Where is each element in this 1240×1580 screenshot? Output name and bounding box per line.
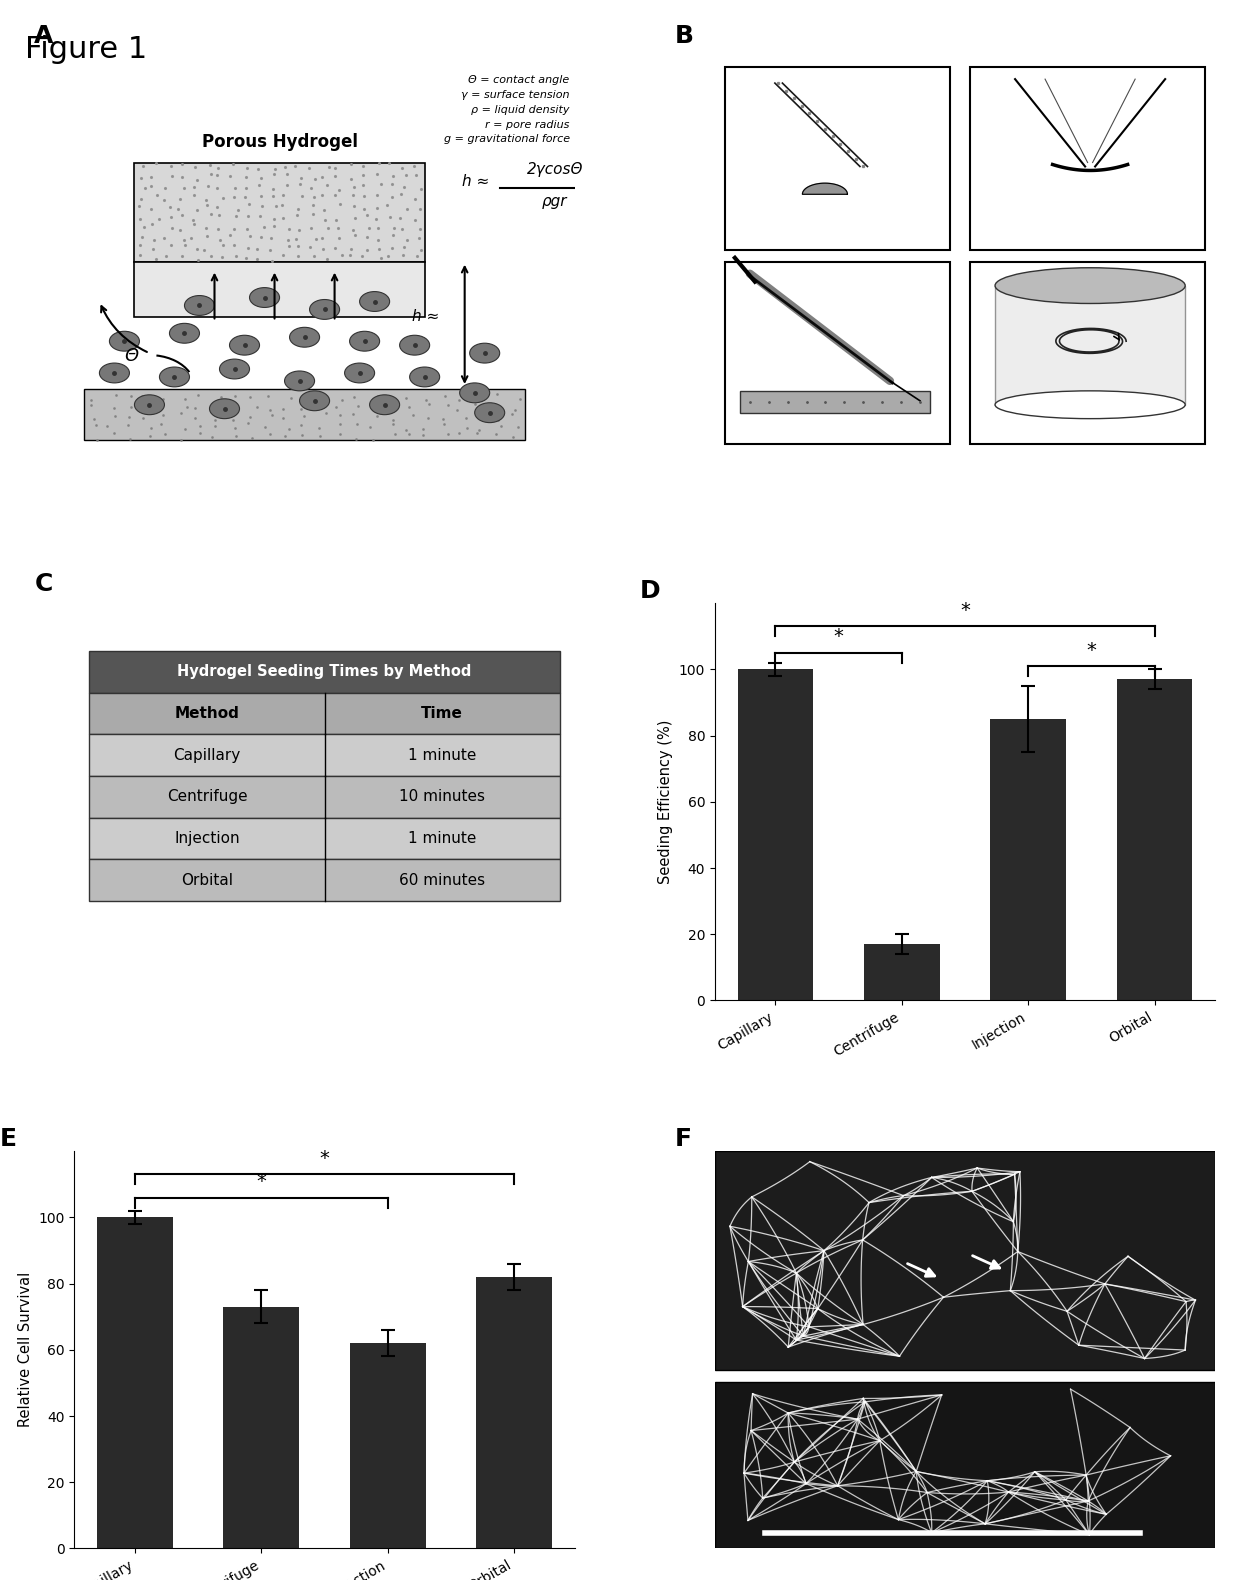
Text: D: D <box>640 580 661 604</box>
Bar <box>725 68 950 250</box>
Bar <box>476 1277 552 1548</box>
Ellipse shape <box>994 267 1185 303</box>
Bar <box>84 389 525 441</box>
Y-axis label: Seeding Efficiency (%): Seeding Efficiency (%) <box>658 719 673 885</box>
Ellipse shape <box>210 398 239 419</box>
Ellipse shape <box>109 332 139 351</box>
Text: *: * <box>833 627 843 646</box>
Ellipse shape <box>229 335 259 356</box>
Text: Θ = contact angle
γ = surface tension
ρ = liquid density
r = pore radius
g = gra: Θ = contact angle γ = surface tension ρ … <box>444 76 569 144</box>
Ellipse shape <box>994 390 1185 419</box>
Bar <box>970 68 1205 250</box>
Ellipse shape <box>160 367 190 387</box>
Text: Figure 1: Figure 1 <box>25 35 148 63</box>
Text: h ≈: h ≈ <box>463 174 490 190</box>
Text: F: F <box>675 1128 692 1152</box>
Bar <box>970 262 1205 444</box>
Ellipse shape <box>170 324 200 343</box>
Polygon shape <box>802 183 847 194</box>
Bar <box>223 1307 299 1548</box>
Bar <box>714 1381 1215 1548</box>
Bar <box>1117 679 1193 1000</box>
Text: 60 minutes: 60 minutes <box>399 872 485 888</box>
Text: 10 minutes: 10 minutes <box>399 790 485 804</box>
Ellipse shape <box>409 367 440 387</box>
Ellipse shape <box>134 395 165 414</box>
Bar <box>89 860 559 901</box>
Bar <box>134 262 424 318</box>
Text: Orbital: Orbital <box>181 872 233 888</box>
Ellipse shape <box>360 292 389 311</box>
Ellipse shape <box>290 327 320 348</box>
Text: Time: Time <box>422 706 463 720</box>
Ellipse shape <box>185 295 215 316</box>
Bar <box>89 776 559 818</box>
Text: B: B <box>675 24 694 47</box>
Ellipse shape <box>310 300 340 319</box>
Text: 1 minute: 1 minute <box>408 831 476 845</box>
Text: *: * <box>960 600 970 619</box>
Bar <box>89 818 559 860</box>
Ellipse shape <box>249 288 279 308</box>
Text: E: E <box>0 1128 16 1152</box>
Bar <box>350 1343 425 1548</box>
Text: ρgr: ρgr <box>542 194 568 209</box>
Bar <box>864 945 940 1000</box>
Ellipse shape <box>219 359 249 379</box>
Text: Θ: Θ <box>124 348 139 365</box>
Bar <box>738 670 813 1000</box>
Text: *: * <box>1086 640 1096 659</box>
Ellipse shape <box>399 335 429 356</box>
Ellipse shape <box>350 332 379 351</box>
Text: Centrifuge: Centrifuge <box>166 790 247 804</box>
Y-axis label: Relative Cell Survival: Relative Cell Survival <box>17 1272 32 1427</box>
Text: Injection: Injection <box>174 831 239 845</box>
Bar <box>134 163 424 262</box>
Ellipse shape <box>475 403 505 422</box>
Bar <box>994 286 1185 404</box>
Ellipse shape <box>300 390 330 411</box>
Ellipse shape <box>345 363 374 382</box>
Text: A: A <box>35 24 53 47</box>
Bar <box>89 735 559 776</box>
Ellipse shape <box>370 395 399 414</box>
Text: Porous Hydrogel: Porous Hydrogel <box>202 133 357 150</box>
Bar <box>714 1152 1215 1370</box>
Ellipse shape <box>470 343 500 363</box>
Bar <box>740 390 930 412</box>
Text: Hydrogel Seeding Times by Method: Hydrogel Seeding Times by Method <box>177 664 471 679</box>
Bar <box>89 651 559 692</box>
Text: Method: Method <box>175 706 239 720</box>
Ellipse shape <box>460 382 490 403</box>
Text: h ≈: h ≈ <box>413 310 440 324</box>
Bar <box>991 719 1066 1000</box>
Ellipse shape <box>284 371 315 390</box>
Text: Capillary: Capillary <box>174 747 241 763</box>
Text: 1 minute: 1 minute <box>408 747 476 763</box>
Bar <box>89 692 559 735</box>
Text: C: C <box>35 572 53 596</box>
Text: 2γcosΘ: 2γcosΘ <box>527 163 583 177</box>
Text: *: * <box>320 1149 330 1168</box>
Bar <box>97 1218 172 1548</box>
Ellipse shape <box>99 363 129 382</box>
Bar <box>725 262 950 444</box>
Text: *: * <box>257 1172 267 1191</box>
